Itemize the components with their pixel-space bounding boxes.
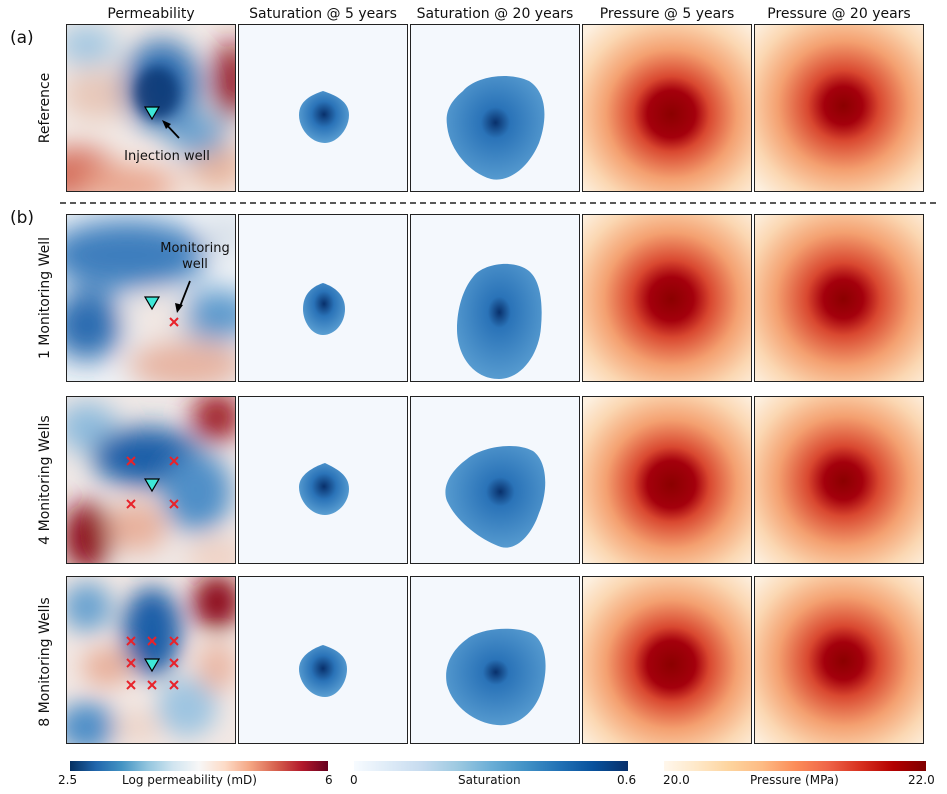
pressure-map — [755, 215, 923, 381]
saturation-map — [239, 397, 407, 563]
monitoring-well-marker — [126, 499, 136, 509]
panel-8-wells-pressure-5y — [582, 576, 752, 744]
permeability-map — [67, 397, 235, 563]
colorbar-saturation — [354, 761, 628, 771]
col-title-pressure-5y: Pressure @ 5 years — [599, 6, 735, 22]
pressure-map — [755, 25, 923, 191]
monitoring-well-marker — [169, 658, 179, 668]
monitoring-well-marker — [126, 636, 136, 646]
monitoring-well-marker — [169, 680, 179, 690]
colorbar-pressure-label: Pressure (MPa) — [750, 773, 839, 787]
row-label-4-wells: 4 Monitoring Wells — [37, 415, 53, 545]
col-title-permeability: Permeability — [107, 6, 195, 22]
monitoring-well-marker — [169, 456, 179, 466]
saturation-map — [411, 397, 579, 563]
saturation-map — [239, 25, 407, 191]
monitoring-well-marker — [147, 680, 157, 690]
monitoring-well-marker — [169, 636, 179, 646]
pressure-map — [755, 577, 923, 743]
panel-1-well-saturation-20y — [410, 214, 580, 382]
pressure-map — [583, 25, 751, 191]
panel-reference-pressure-20y — [754, 24, 924, 192]
saturation-map — [411, 215, 579, 381]
saturation-map — [411, 577, 579, 743]
section-tag-a: (a) — [10, 28, 34, 48]
panel-4-wells-saturation-20y — [410, 396, 580, 564]
panel-8-wells-permeability — [66, 576, 236, 744]
pressure-map — [583, 397, 751, 563]
permeability-map — [67, 577, 235, 743]
colorbar-saturation-max: 0.6 — [617, 773, 637, 787]
row-label-reference: Reference — [37, 72, 53, 144]
colorbar-saturation-min: 0 — [350, 773, 358, 787]
panel-8-wells-pressure-20y — [754, 576, 924, 744]
monitoring-well-marker — [169, 499, 179, 509]
panel-8-wells-saturation-20y — [410, 576, 580, 744]
injection-well-marker — [143, 658, 161, 673]
col-title-saturation-20y: Saturation @ 20 years — [416, 6, 574, 22]
colorbar-permeability-min: 2.5 — [58, 773, 78, 787]
panel-1-well-pressure-20y — [754, 214, 924, 382]
panel-8-wells-saturation-5y — [238, 576, 408, 744]
colorbar-permeability-label: Log permeability (mD) — [122, 773, 257, 787]
colorbar-saturation-label: Saturation — [458, 773, 521, 787]
saturation-map — [239, 215, 407, 381]
section-divider — [60, 202, 940, 204]
panel-1-well-pressure-5y — [582, 214, 752, 382]
col-title-pressure-20y: Pressure @ 20 years — [767, 6, 911, 22]
monitoring-well-marker — [126, 456, 136, 466]
monitoring-well-marker — [126, 680, 136, 690]
row-label-1-well: 1 Monitoring Well — [37, 236, 53, 360]
section-tag-b: (b) — [10, 208, 35, 228]
pressure-map — [583, 577, 751, 743]
row-label-8-wells: 8 Monitoring Wells — [37, 597, 53, 727]
colorbar-permeability — [70, 761, 328, 771]
monitoring-well-marker — [126, 658, 136, 668]
injection-well-marker — [143, 106, 161, 121]
pressure-map — [755, 397, 923, 563]
panel-4-wells-permeability — [66, 396, 236, 564]
panel-4-wells-saturation-5y — [238, 396, 408, 564]
permeability-map — [67, 215, 235, 381]
panel-4-wells-pressure-5y — [582, 396, 752, 564]
panel-4-wells-pressure-20y — [754, 396, 924, 564]
monitoring-well-marker — [147, 636, 157, 646]
colorbar-permeability-max: 6 — [325, 773, 333, 787]
panel-reference-pressure-5y — [582, 24, 752, 192]
panel-1-well-saturation-5y — [238, 214, 408, 382]
col-title-saturation-5y: Saturation @ 5 years — [249, 6, 397, 22]
panel-reference-saturation-20y — [410, 24, 580, 192]
monitoring-well-label: Monitoring well — [160, 241, 230, 272]
injection-well-marker — [143, 296, 161, 311]
colorbar-pressure-min: 20.0 — [663, 773, 690, 787]
panel-reference-permeability: Injection well — [66, 24, 236, 192]
monitoring-well-marker — [169, 317, 179, 327]
colorbar-pressure — [664, 761, 926, 771]
permeability-map — [67, 25, 235, 191]
injection-well-label: Injection well — [124, 149, 210, 164]
pressure-map — [583, 215, 751, 381]
colorbar-pressure-max: 22.0 — [908, 773, 935, 787]
injection-well-marker — [143, 478, 161, 493]
panel-1-well-permeability: Monitoring well — [66, 214, 236, 382]
saturation-map — [411, 25, 579, 191]
saturation-map — [239, 577, 407, 743]
panel-reference-saturation-5y — [238, 24, 408, 192]
